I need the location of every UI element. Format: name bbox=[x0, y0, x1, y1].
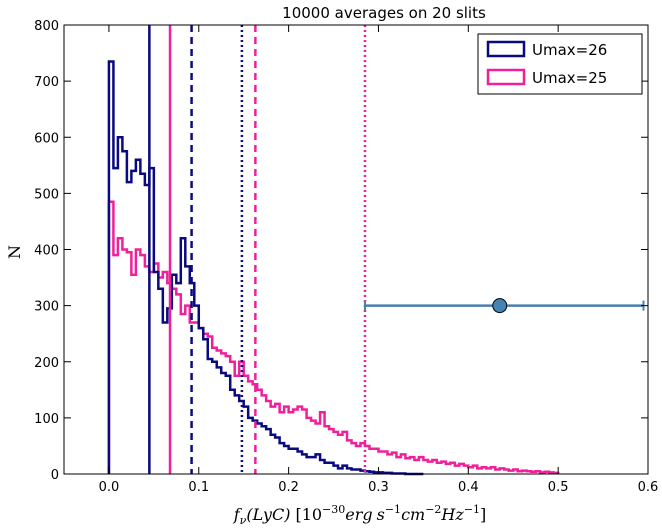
errorbar-marker bbox=[492, 298, 508, 314]
x-tick-label-5: 0.5 bbox=[548, 480, 569, 495]
y-tick-label-2: 200 bbox=[34, 356, 59, 371]
x-label-s: s bbox=[377, 505, 385, 524]
x-label-hz: Hz bbox=[440, 505, 464, 524]
legend-swatch-umax25 bbox=[486, 68, 526, 86]
plot-area bbox=[107, 25, 645, 476]
x-label-bracket-close: ] bbox=[480, 505, 486, 524]
x-label-f: f bbox=[233, 505, 243, 524]
y-tick-label-4: 400 bbox=[34, 244, 59, 259]
legend-label-umax25: Umax=25 bbox=[532, 69, 607, 87]
y-tick-label-7: 700 bbox=[34, 75, 59, 90]
legend-swatch-umax26 bbox=[486, 40, 526, 58]
ticks-layer bbox=[64, 24, 649, 475]
y-tick-label-6: 600 bbox=[34, 131, 59, 146]
x-tick-label-4: 0.4 bbox=[458, 480, 479, 495]
x-label-exp30: −30 bbox=[322, 503, 345, 516]
x-tick-label-1: 0.1 bbox=[188, 480, 209, 495]
x-tick-label-0: 0.0 bbox=[99, 480, 120, 495]
histogram-series-umax-26 bbox=[107, 60, 424, 476]
x-tick-label-3: 0.3 bbox=[368, 480, 389, 495]
y-tick-label-1: 100 bbox=[34, 412, 59, 427]
x-tick-label-2: 0.2 bbox=[278, 480, 299, 495]
x-label-lyc: (LyC) bbox=[246, 505, 290, 524]
x-label-erg: erg bbox=[345, 505, 372, 524]
y-tick-label-0: 0 bbox=[51, 468, 59, 483]
x-label-exp1a: −1 bbox=[385, 503, 401, 516]
errorbar-layer bbox=[363, 298, 645, 314]
y-tick-label-8: 800 bbox=[34, 19, 59, 34]
x-label-bracket-open: [ bbox=[295, 505, 301, 524]
y-tick-label-3: 300 bbox=[34, 300, 59, 315]
x-label-cm: cm bbox=[401, 505, 425, 524]
x-axis-label: fν(LyC) [10−30erg s−1cm−2Hz−1] bbox=[233, 503, 487, 527]
tick-labels-layer: 0.0 0.1 0.2 0.3 0.4 0.5 0.6 0 100 200 300 400 500 600… bbox=[34, 19, 658, 495]
legend: Umax=26 Umax=25 bbox=[477, 33, 643, 95]
legend-label-umax26: Umax=26 bbox=[532, 41, 607, 59]
reference-lines-layer bbox=[148, 25, 367, 474]
y-axis-label: N bbox=[5, 245, 24, 259]
histogram-layer bbox=[107, 60, 560, 476]
x-tick-label-6: 0.6 bbox=[638, 480, 659, 495]
chart-title: 10000 averages on 20 slits bbox=[282, 4, 486, 22]
y-tick-label-5: 500 bbox=[34, 187, 59, 202]
x-label-exp1b: −1 bbox=[464, 503, 480, 516]
x-label-sub: ν bbox=[240, 514, 247, 527]
x-label-exp2: −2 bbox=[425, 503, 441, 516]
x-label-ten: 10 bbox=[302, 505, 322, 524]
histogram-series-umax-25 bbox=[107, 200, 560, 475]
